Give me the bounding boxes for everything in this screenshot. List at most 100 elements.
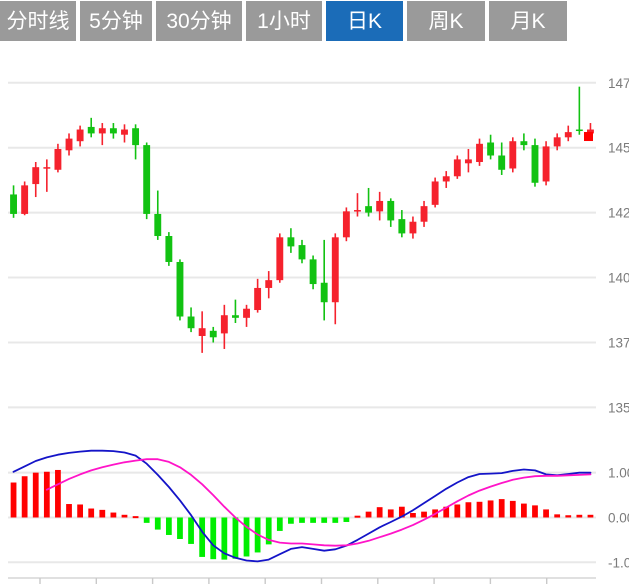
timeframe-tab-0[interactable]: 分时线 — [0, 1, 76, 41]
macd-histogram-bar[interactable] — [587, 514, 594, 518]
macd-histogram-bar[interactable] — [10, 482, 17, 518]
macd-histogram-bar[interactable] — [88, 508, 95, 518]
candle-body[interactable] — [121, 129, 128, 135]
candle-body[interactable] — [243, 308, 250, 318]
candle-body[interactable] — [109, 128, 117, 134]
macd-histogram-bar[interactable] — [99, 509, 106, 518]
candle-body[interactable] — [21, 185, 29, 214]
macd-histogram-bar[interactable] — [188, 517, 194, 544]
candle-body[interactable] — [342, 211, 350, 238]
macd-histogram-bar[interactable] — [265, 517, 272, 545]
candle-body[interactable] — [531, 145, 539, 183]
timeframe-tab-bar[interactable]: 分时线 5分钟 30分钟 1小时 日K 周K 月K — [0, 0, 629, 48]
candle-body[interactable] — [231, 315, 239, 318]
candle-body[interactable] — [154, 213, 162, 237]
macd-histogram-bar[interactable] — [476, 501, 483, 518]
candle-body[interactable] — [43, 167, 51, 169]
macd-histogram-bar[interactable] — [199, 517, 206, 557]
candle-body[interactable] — [575, 129, 583, 132]
macd-histogram-bar[interactable] — [332, 517, 339, 523]
macd-histogram-bar[interactable] — [321, 517, 328, 523]
candle-body[interactable] — [365, 206, 373, 213]
timeframe-tab-4[interactable]: 日K — [326, 1, 403, 41]
macd-histogram-bar[interactable] — [299, 517, 305, 523]
candle-body[interactable] — [564, 132, 572, 138]
macd-histogram-bar[interactable] — [177, 517, 183, 539]
candle-body[interactable] — [354, 210, 361, 212]
macd-histogram-bar[interactable] — [354, 515, 361, 518]
chart-canvas-area[interactable]: 147.50 145.00 142.50 140.00 137.50 135.00 1.0… — [0, 48, 629, 585]
candle-body[interactable] — [165, 236, 173, 262]
macd-histogram-bar[interactable] — [443, 506, 450, 518]
macd-histogram-bar[interactable] — [487, 500, 494, 518]
macd-histogram-series[interactable] — [10, 469, 594, 560]
candle-body[interactable] — [176, 261, 184, 317]
timeframe-tab-2[interactable]: 30分钟 — [156, 1, 242, 41]
macd-histogram-bar[interactable] — [421, 511, 427, 518]
timeframe-tab-6[interactable]: 月K — [489, 1, 567, 41]
macd-histogram-bar[interactable] — [221, 517, 228, 560]
candlestick-series[interactable] — [10, 86, 594, 353]
macd-histogram-bar[interactable] — [498, 499, 505, 518]
macd-histogram-bar[interactable] — [276, 517, 283, 531]
candle-body[interactable] — [265, 280, 273, 288]
candle-body[interactable] — [420, 206, 428, 222]
macd-histogram-bar[interactable] — [365, 511, 372, 518]
candle-body[interactable] — [32, 167, 40, 185]
candle-body[interactable] — [387, 200, 395, 221]
candle-body[interactable] — [442, 176, 450, 182]
macd-histogram-bar[interactable] — [210, 517, 217, 560]
macd-histogram-bar[interactable] — [310, 517, 316, 523]
macd-histogram-bar[interactable] — [509, 500, 516, 518]
macd-histogram-bar[interactable] — [387, 509, 394, 518]
candle-body[interactable] — [320, 282, 328, 303]
candle-body[interactable] — [98, 128, 106, 134]
macd-histogram-bar[interactable] — [398, 506, 405, 518]
candle-body[interactable] — [209, 330, 217, 338]
macd-histogram-bar[interactable] — [543, 509, 549, 518]
macd-histogram-bar[interactable] — [77, 504, 83, 518]
macd-histogram-bar[interactable] — [576, 514, 583, 518]
macd-histogram-bar[interactable] — [43, 471, 50, 518]
macd-histogram-bar[interactable] — [232, 517, 239, 559]
candle-body[interactable] — [143, 145, 151, 214]
candle-body[interactable] — [487, 142, 495, 156]
candle-body[interactable] — [409, 221, 417, 234]
candle-body[interactable] — [220, 315, 228, 334]
macd-histogram-bar[interactable] — [110, 512, 117, 518]
candle-body[interactable] — [520, 141, 528, 146]
timeframe-tab-1[interactable]: 5分钟 — [80, 1, 152, 41]
macd-histogram-bar[interactable] — [66, 504, 72, 518]
candle-body[interactable] — [476, 143, 483, 162]
candle-body[interactable] — [587, 129, 594, 134]
macd-histogram-bar[interactable] — [521, 503, 527, 518]
macd-histogram-bar[interactable] — [376, 507, 383, 518]
macd-histogram-bar[interactable] — [410, 513, 416, 518]
candle-body[interactable] — [331, 237, 339, 303]
macd-histogram-bar[interactable] — [532, 505, 538, 518]
macd-histogram-bar[interactable] — [343, 517, 350, 522]
candle-body[interactable] — [287, 237, 295, 247]
candle-body[interactable] — [553, 137, 561, 147]
macd-histogram-bar[interactable] — [165, 517, 172, 535]
candle-body[interactable] — [298, 245, 306, 260]
macd-histogram-bar[interactable] — [21, 476, 28, 518]
macd-histogram-bar[interactable] — [121, 514, 128, 518]
candle-body[interactable] — [309, 259, 317, 285]
candle-body[interactable] — [276, 237, 284, 281]
candle-body[interactable] — [453, 159, 461, 177]
macd-histogram-bar[interactable] — [454, 504, 461, 518]
macd-histogram-bar[interactable] — [55, 469, 61, 518]
macd-histogram-bar[interactable] — [288, 517, 294, 524]
timeframe-tab-3[interactable]: 1小时 — [246, 1, 322, 41]
candle-body[interactable] — [464, 159, 472, 164]
candle-body[interactable] — [509, 141, 517, 169]
macd-histogram-bar[interactable] — [132, 516, 139, 519]
candle-body[interactable] — [10, 194, 17, 214]
macd-histogram-bar[interactable] — [554, 514, 561, 518]
candle-body[interactable] — [187, 316, 195, 329]
macd-histogram-bar[interactable] — [154, 517, 161, 530]
macd-histogram-bar[interactable] — [565, 515, 572, 518]
candle-body[interactable] — [198, 328, 206, 336]
macd-histogram-bar[interactable] — [32, 472, 39, 518]
